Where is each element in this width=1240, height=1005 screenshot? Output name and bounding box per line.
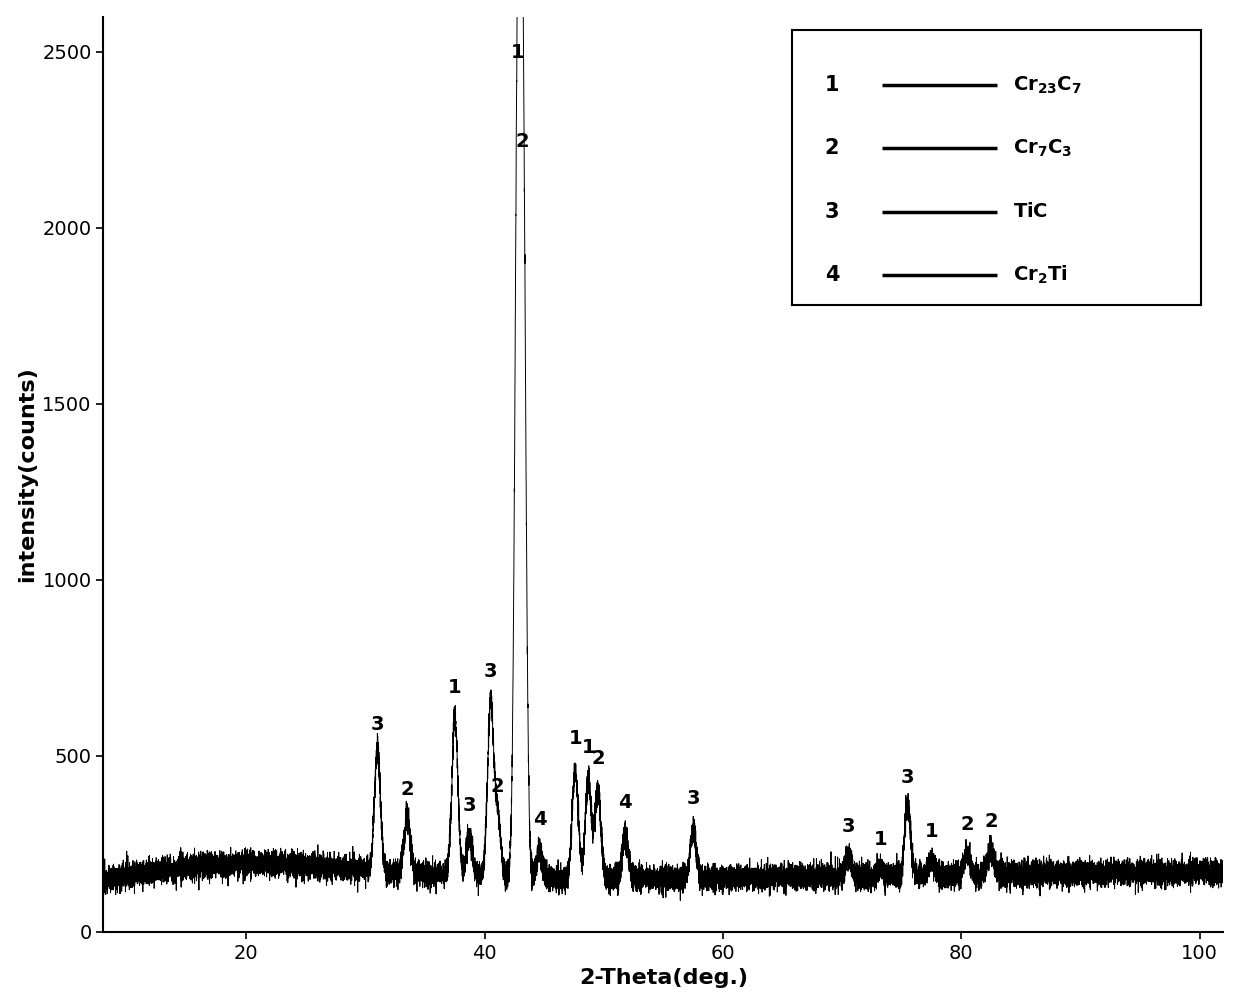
Text: 3: 3 <box>841 817 854 836</box>
Y-axis label: intensity(counts): intensity(counts) <box>16 367 37 582</box>
Text: 1: 1 <box>582 738 595 757</box>
Text: 2: 2 <box>960 815 973 834</box>
Text: 3: 3 <box>900 768 914 787</box>
Text: 4: 4 <box>533 810 547 829</box>
Text: 2: 2 <box>591 749 605 768</box>
X-axis label: 2-Theta(deg.): 2-Theta(deg.) <box>579 969 748 988</box>
Text: 1: 1 <box>568 730 582 748</box>
Text: 3: 3 <box>687 789 699 808</box>
Text: 2: 2 <box>491 777 505 796</box>
Text: 3: 3 <box>463 796 476 815</box>
Text: 1: 1 <box>873 829 887 848</box>
Text: 1: 1 <box>448 678 461 697</box>
Text: 4: 4 <box>619 793 632 812</box>
Text: 2: 2 <box>985 812 998 831</box>
Text: 2: 2 <box>401 780 414 799</box>
Text: 2: 2 <box>516 133 529 152</box>
Text: 3: 3 <box>371 716 384 734</box>
Text: 1: 1 <box>925 822 939 841</box>
Text: 1: 1 <box>511 43 525 61</box>
Text: 3: 3 <box>484 662 497 681</box>
